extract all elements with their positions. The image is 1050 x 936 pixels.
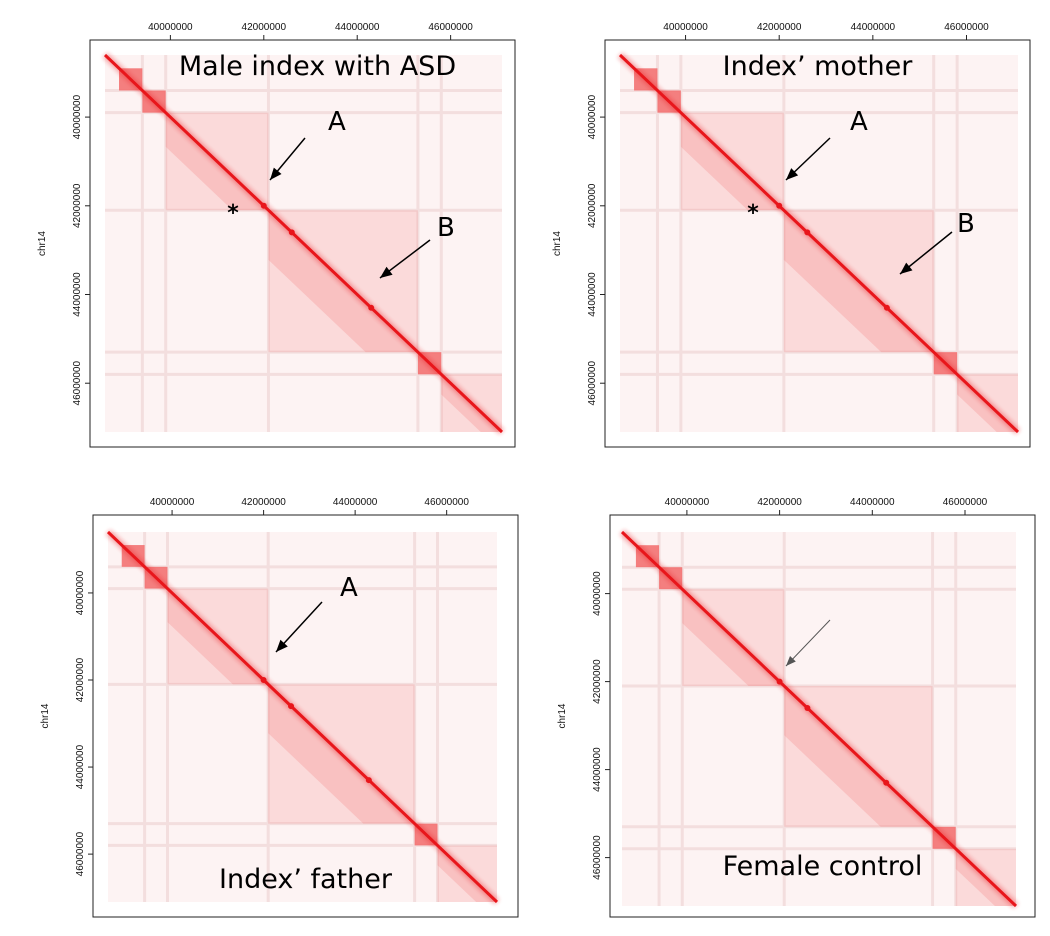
x-tick-label: 46000000 [944,22,989,33]
x-tick-label: 44000000 [335,22,380,33]
loop-dot [260,202,267,209]
x-tick-label: 42000000 [757,497,802,508]
loop-dot [883,304,890,311]
annotation-arrow [269,137,306,181]
arrow-shaft [785,619,831,667]
hic-heatmap-svg: 40000000 42000000 44000000 46000000 40000000… [37,22,516,448]
y-tick-label: 42000000 [592,659,603,704]
y-tick-label: 44000000 [587,272,598,317]
diagonal-line [106,530,499,904]
arrow-head [900,262,913,274]
x-tick-label: 42000000 [242,22,287,33]
hic-heatmap-svg: 40000000 42000000 44000000 46000000 40000000… [552,22,1031,448]
y-tick-label: 42000000 [587,183,598,228]
panel-title: Male index with ASD [179,51,456,82]
y-tick-label: 46000000 [75,831,86,876]
diagonal-line [618,53,1020,434]
hic-heatmap-svg: 40000000 42000000 44000000 46000000 40000000… [557,497,1036,918]
y-tick-label: 44000000 [72,272,83,317]
x-tick-label: 42000000 [241,497,286,508]
annotation-arrow [379,239,431,279]
y-tick-label: 40000000 [72,94,83,139]
x-tick-label: 44000000 [333,497,378,508]
annotation-label: B [957,209,975,239]
x-tick-label: 42000000 [757,22,802,33]
x-tick-label: 40000000 [148,22,193,33]
y-tick-label: 42000000 [75,657,86,702]
loop-dot [288,229,295,236]
y-axis-label: chr14 [552,231,563,256]
panel-title: Female control [723,851,923,882]
hic-panel-mother: 40000000 42000000 44000000 46000000 40000000… [520,0,1050,465]
panel-title: Index’ mother [723,51,914,82]
y-tick-label: 44000000 [592,747,603,792]
hic-panel-male-index: 40000000 42000000 44000000 46000000 40000000… [0,0,525,465]
y-tick-label: 40000000 [587,94,598,139]
panel-title: Index’ father [219,864,393,895]
loop-dot [776,678,783,685]
y-tick-label: 46000000 [72,361,83,406]
loop-dot [365,777,372,784]
arrow-head [380,266,393,278]
y-tick-label: 42000000 [72,183,83,228]
x-tick-label: 44000000 [850,497,895,508]
y-tick-label: 44000000 [75,744,86,789]
annotation-arrow [899,231,953,275]
x-tick-label: 44000000 [851,22,896,33]
diagonal-line [103,53,504,434]
y-tick-label: 46000000 [592,835,603,880]
arrow-head [786,168,799,180]
loop-dot [368,304,375,311]
loop-dot [804,705,811,711]
y-tick-label: 46000000 [587,361,598,406]
x-tick-label: 40000000 [150,497,195,508]
asterisk-marker: * [747,201,759,226]
asterisk-marker: * [227,201,239,226]
annotation-arrow [785,137,831,181]
arrow-head [276,639,288,652]
y-axis-label: chr14 [37,231,48,256]
hic-heatmap-svg: 40000000 42000000 44000000 46000000 40000000… [40,497,519,918]
hic-panel-father: 40000000 42000000 44000000 46000000 40000000… [0,470,525,936]
y-axis-label: chr14 [557,703,568,728]
y-tick-label: 40000000 [592,571,603,616]
arrow-head [270,167,282,180]
x-tick-label: 40000000 [665,497,710,508]
loop-dot [288,703,295,710]
hic-panel-female-control: 40000000 42000000 44000000 46000000 40000000… [520,470,1050,936]
diagonal-line [620,530,1018,908]
arrow-head [786,656,796,666]
loop-dot [260,677,267,683]
annotation-arrow [785,619,831,667]
annotation-label: A [850,107,868,137]
x-tick-label: 46000000 [943,497,988,508]
annotation-label: A [340,573,358,603]
loop-dot [804,229,811,236]
y-tick-label: 40000000 [75,570,86,615]
annotation-label: A [328,107,346,137]
loop-dot [883,779,890,786]
y-axis-label: chr14 [40,703,51,728]
loop-dot [776,202,783,209]
x-tick-label: 40000000 [663,22,708,33]
x-tick-label: 46000000 [424,497,469,508]
annotation-label: B [437,213,455,243]
annotation-arrow [275,601,323,653]
x-tick-label: 46000000 [428,22,473,33]
